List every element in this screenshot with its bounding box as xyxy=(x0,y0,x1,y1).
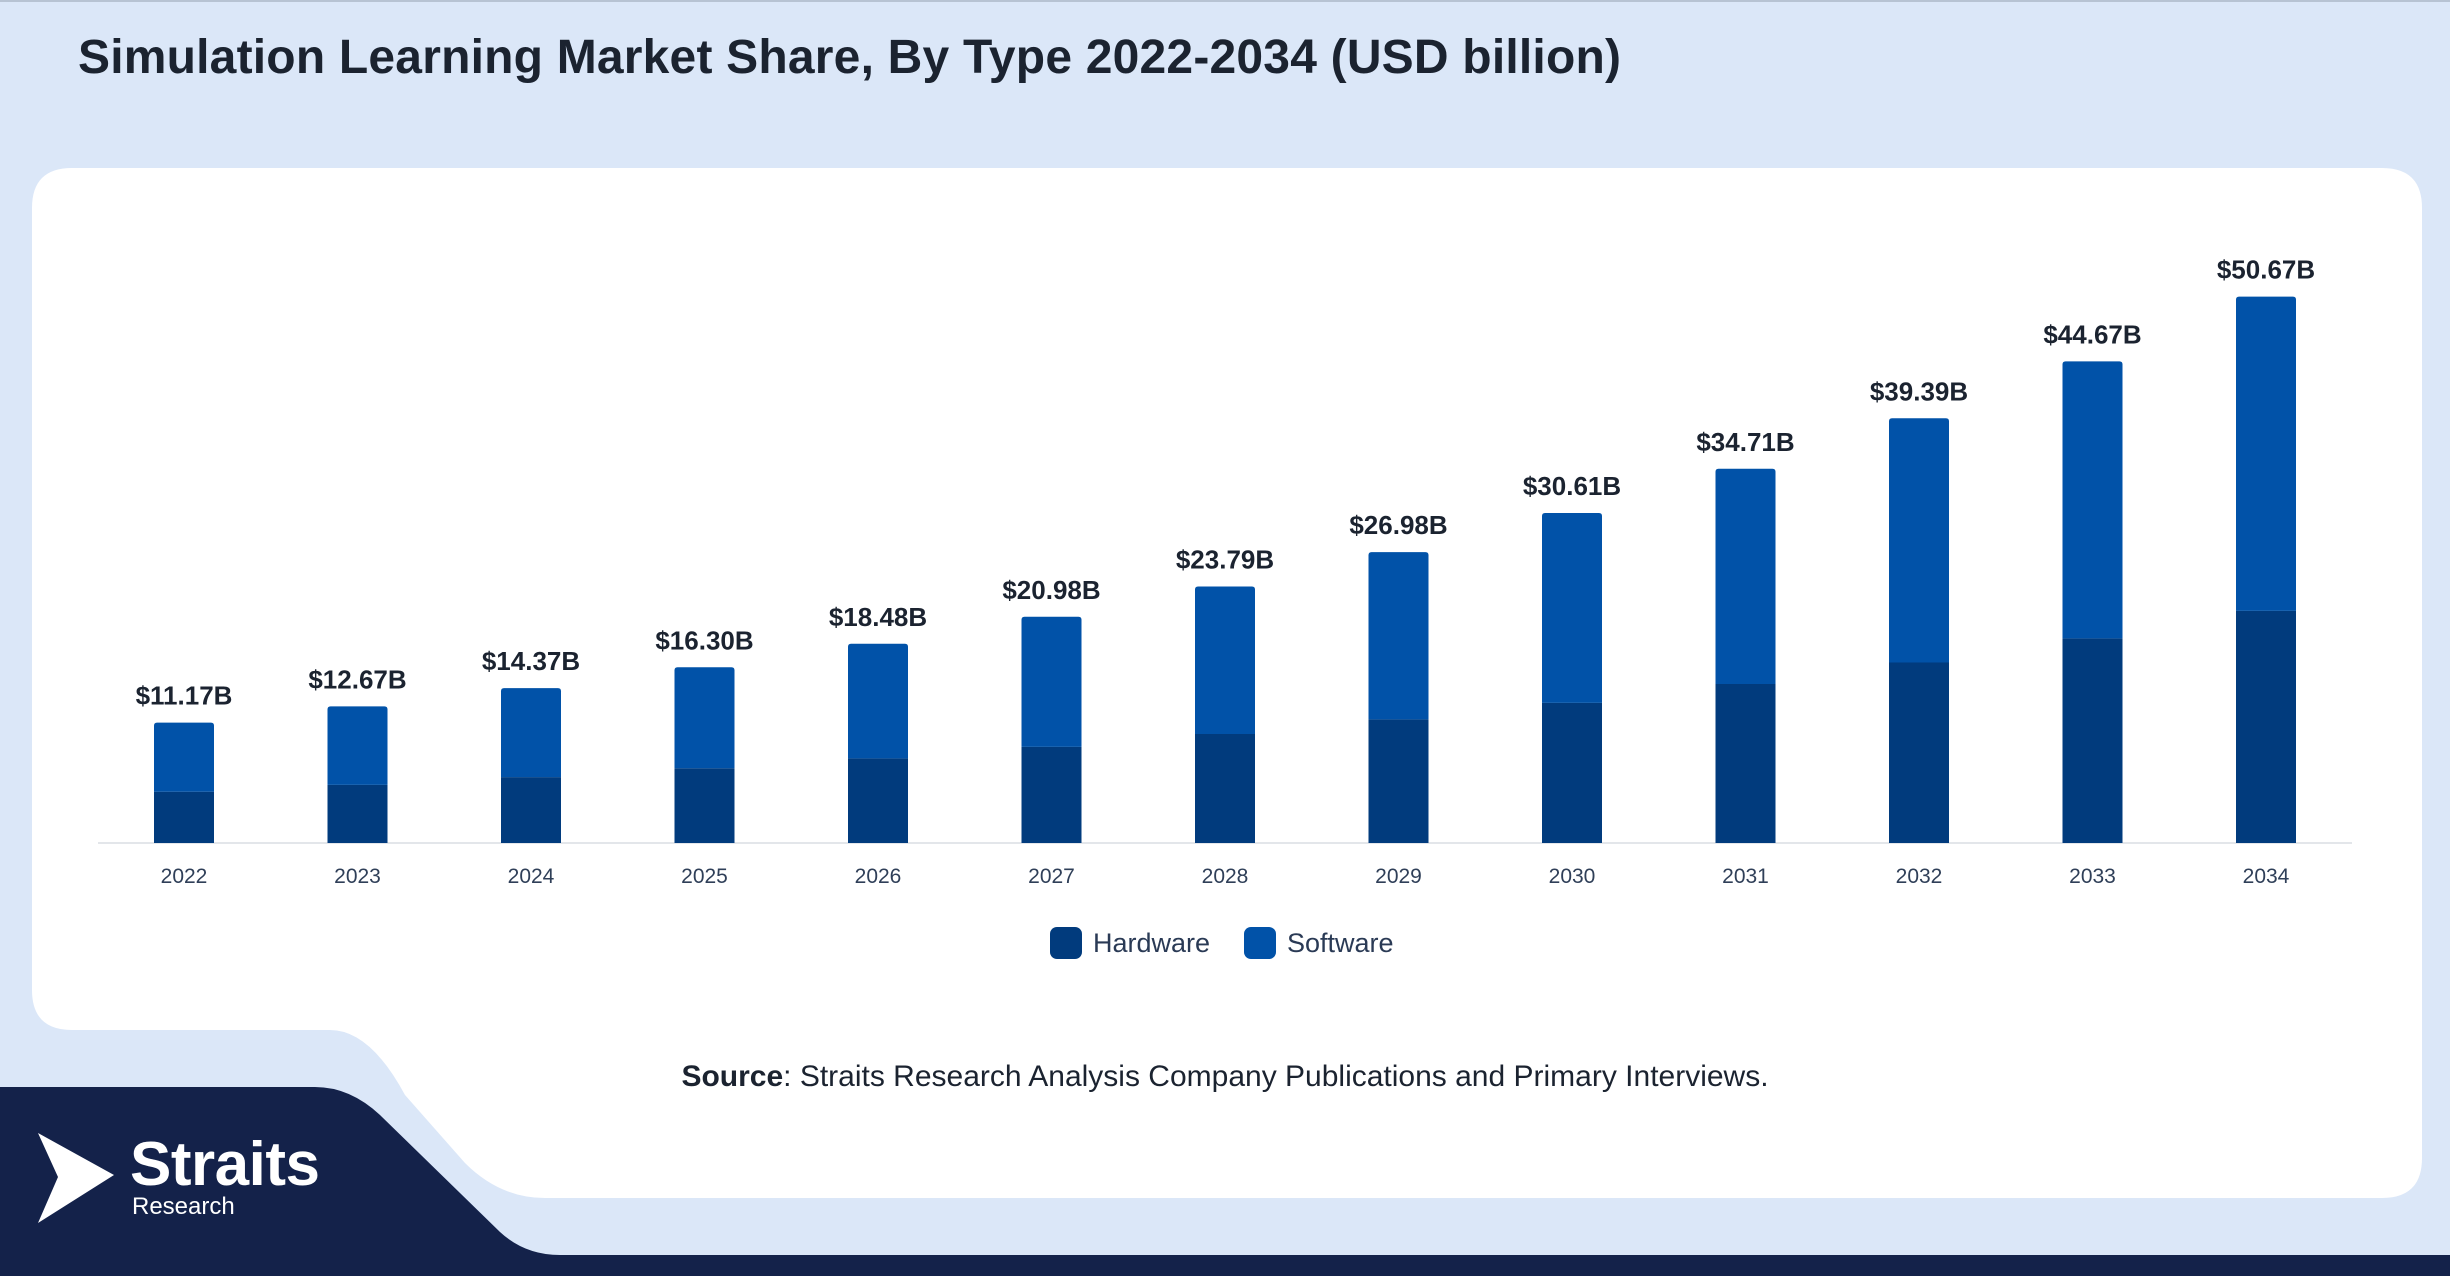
source-note: Source: Straits Research Analysis Compan… xyxy=(0,1060,2450,1094)
bar-hardware-2023 xyxy=(327,784,388,843)
legend-swatch-hardware xyxy=(1050,927,1082,959)
bar-hardware-2027 xyxy=(1021,746,1082,843)
page-title: Simulation Learning Market Share, By Typ… xyxy=(78,31,1622,84)
source-text: : Straits Research Analysis Company Publ… xyxy=(783,1060,1769,1093)
total-label-2033: $44.67B xyxy=(2043,319,2141,349)
bar-hardware-2030 xyxy=(1542,702,1602,843)
legend-swatch-software xyxy=(1244,927,1276,959)
x-tick-2023: 2023 xyxy=(334,865,381,888)
bar-software-2023 xyxy=(327,706,388,785)
bar-hardware-2022 xyxy=(154,791,214,843)
x-tick-2032: 2032 xyxy=(1896,865,1943,888)
total-label-2023: $12.67B xyxy=(308,664,406,694)
x-tick-2031: 2031 xyxy=(1722,865,1769,888)
legend-label-hardware: Hardware xyxy=(1093,928,1210,958)
legend-label-software: Software xyxy=(1287,928,1394,958)
bar-hardware-2032 xyxy=(1889,662,1949,843)
bar-hardware-2034 xyxy=(2236,610,2296,843)
bar-hardware-2028 xyxy=(1195,733,1255,843)
bar-hardware-2025 xyxy=(674,768,735,843)
x-tick-2026: 2026 xyxy=(855,865,902,888)
bar-software-2026 xyxy=(848,643,908,759)
x-tick-2027: 2027 xyxy=(1028,865,1075,888)
total-label-2027: $20.98B xyxy=(1002,575,1100,605)
source-label: Source xyxy=(681,1060,784,1093)
bar-hardware-2024 xyxy=(501,777,561,843)
total-label-2031: $34.71B xyxy=(1696,427,1794,457)
brand-subtitle: Research xyxy=(132,1193,235,1220)
legend: Hardware Software xyxy=(1050,927,1394,959)
top-border xyxy=(0,0,2450,2)
total-label-2034: $50.67B xyxy=(2217,255,2315,285)
bar-software-2033 xyxy=(2062,361,2123,639)
x-tick-2034: 2034 xyxy=(2243,865,2290,888)
legend-item-hardware[interactable]: Hardware xyxy=(1050,927,1210,959)
bar-software-2032 xyxy=(1889,418,1949,663)
bar-hardware-2026 xyxy=(848,758,908,843)
x-tick-2025: 2025 xyxy=(681,865,728,888)
legend-item-software[interactable]: Software xyxy=(1244,927,1394,959)
total-label-2028: $23.79B xyxy=(1176,545,1274,575)
bar-hardware-2031 xyxy=(1715,683,1776,843)
x-tick-2033: 2033 xyxy=(2069,865,2116,888)
bar-hardware-2029 xyxy=(1368,719,1429,843)
total-label-2032: $39.39B xyxy=(1870,376,1968,406)
total-label-2029: $26.98B xyxy=(1349,510,1447,540)
total-labels: $11.17B $12.67B $14.37B $16.30B $18.48B $20.9… xyxy=(136,255,2316,711)
x-tick-2022: 2022 xyxy=(161,865,208,888)
x-tick-2030: 2030 xyxy=(1549,865,1596,888)
footer-band xyxy=(0,1087,2450,1276)
brand-name: Straits xyxy=(130,1130,320,1199)
bar-software-2027 xyxy=(1021,616,1082,747)
total-label-2025: $16.30B xyxy=(655,625,753,655)
total-label-2026: $18.48B xyxy=(829,602,927,632)
total-label-2030: $30.61B xyxy=(1523,471,1621,501)
bar-software-2030 xyxy=(1542,512,1602,703)
bar-software-2034 xyxy=(2236,296,2296,611)
total-label-2022: $11.17B xyxy=(136,681,233,711)
bar-software-2022 xyxy=(154,722,214,792)
x-tick-labels: 2022 2023 2024 2025 2026 2027 2028 2029 2030 2031… xyxy=(161,865,2290,888)
bar-software-2031 xyxy=(1715,468,1776,684)
brand-logo: Straits Research xyxy=(36,1125,356,1245)
logo-arrow-icon xyxy=(38,1133,114,1223)
x-tick-2024: 2024 xyxy=(508,865,555,888)
x-tick-2028: 2028 xyxy=(1202,865,1249,888)
bar-hardware-2033 xyxy=(2062,638,2123,843)
bars-group xyxy=(154,296,2296,843)
total-label-2024: $14.37B xyxy=(482,646,580,676)
x-tick-2029: 2029 xyxy=(1375,865,1422,888)
bar-software-2029 xyxy=(1368,552,1429,720)
bar-software-2025 xyxy=(674,667,735,769)
bar-software-2028 xyxy=(1195,586,1255,734)
bar-software-2024 xyxy=(501,688,561,778)
